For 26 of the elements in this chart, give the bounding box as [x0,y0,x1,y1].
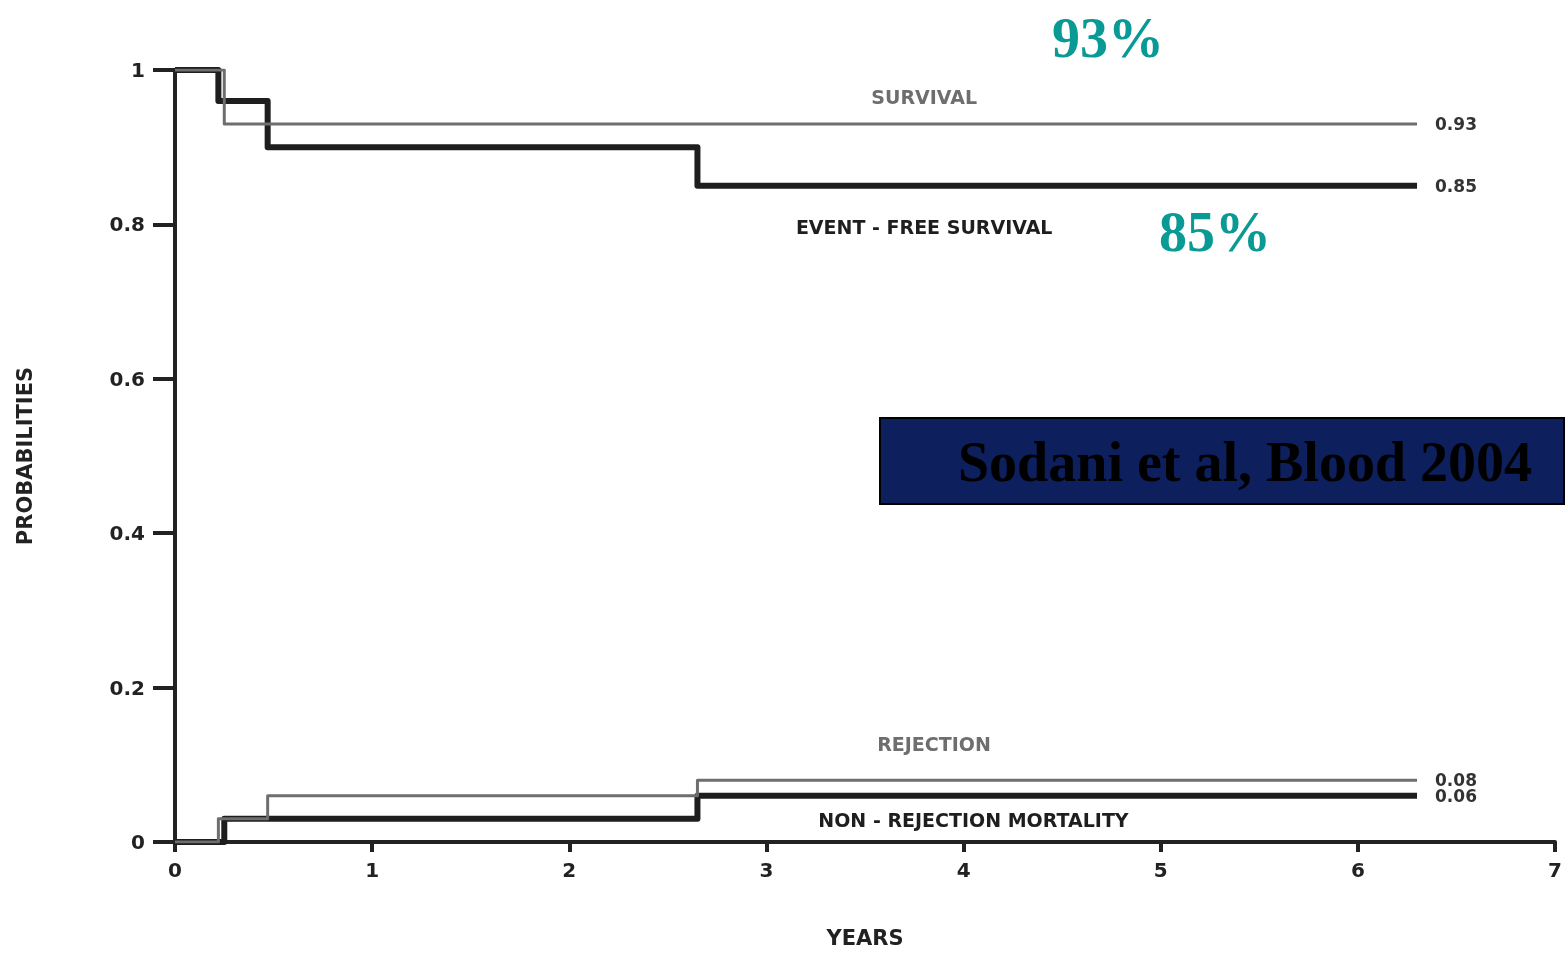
x-tick-label: 1 [365,858,380,882]
series-label: REJECTION [877,732,991,755]
text: 93% [1052,7,1164,69]
y-axis-title: PROBABILITIES [12,366,37,546]
x-tick-label: 5 [1153,858,1168,882]
data-label: 0.93 [1435,114,1477,135]
series-label: NON - REJECTION MORTALITY [818,809,1129,832]
data-label: 0.85 [1435,175,1477,196]
y-tick-label: 0.4 [109,521,145,546]
y-tick-label: 0.6 [109,366,145,391]
y-tick-label: 0.2 [109,675,145,700]
y-tick-label: 0.8 [109,212,145,237]
x-tick-label: 0 [168,858,182,882]
x-axis-title: YEARS [825,925,904,950]
annotation: Sodani et al, Blood 2004 [957,431,1533,493]
annotation: 85% [1159,201,1271,263]
x-tick-label: 6 [1350,858,1365,882]
x-tick-label: 3 [759,858,774,882]
data-label: 0.06 [1435,785,1477,806]
y-tick-label: 1 [131,58,145,82]
y-tick-label: 0 [131,830,145,854]
x-tick-label: 4 [956,858,971,882]
series-label: SURVIVAL [871,86,978,109]
x-tick-label: 2 [562,858,577,882]
series-label: EVENT - FREE SURVIVAL [795,215,1053,238]
x-tick-label: 7 [1548,858,1562,882]
